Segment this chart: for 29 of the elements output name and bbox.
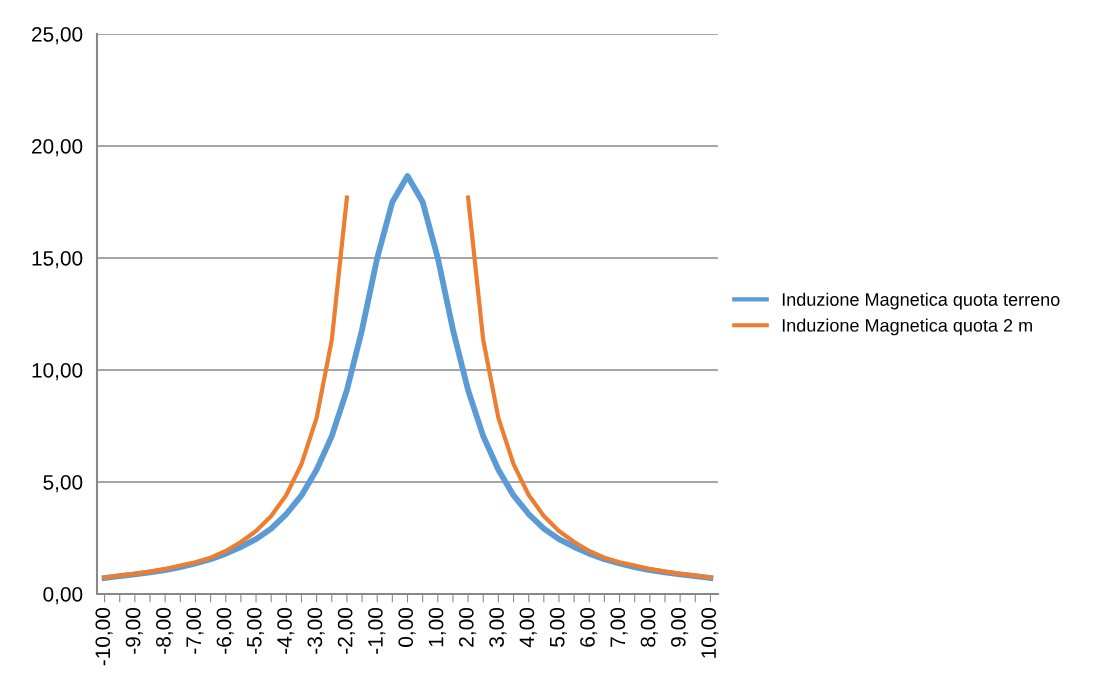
y-tick-label: 10,00 [32, 363, 83, 381]
legend-label: Induzione Magnetica quota 2 m [782, 318, 1032, 336]
legend-label: Induzione Magnetica quota terreno [782, 292, 1060, 310]
x-tick-label: -7,00 [186, 608, 204, 654]
y-tick-label: 20,00 [32, 139, 83, 157]
x-tick-label: 9,00 [670, 608, 689, 647]
x-tick-label: 0,00 [398, 608, 416, 647]
x-tick-label: 2,00 [458, 608, 477, 647]
x-tick-label: 10,00 [701, 608, 719, 658]
x-tick-label: -4,00 [277, 608, 295, 654]
x-tick-label: 4,00 [519, 608, 537, 648]
x-tick-label: -6,00 [216, 608, 234, 654]
x-tick-label: -10,00 [95, 608, 113, 666]
y-tick-label: 25,00 [32, 27, 83, 45]
x-tick-label: -2,00 [337, 608, 355, 654]
x-tick-label: -3,00 [307, 608, 325, 654]
y-tick-label: 0,00 [43, 587, 83, 605]
x-tick-label: 6,00 [580, 608, 598, 647]
y-tick-label: 5,00 [43, 475, 83, 493]
x-tick-label: 5,00 [549, 608, 568, 647]
x-tick-label: 1,00 [428, 608, 446, 647]
x-tick-label: 3,00 [489, 608, 507, 647]
x-tick-label: -1,00 [368, 608, 386, 654]
x-tick-label: -5,00 [246, 608, 265, 654]
x-tick-label: 8,00 [640, 608, 658, 647]
x-tick-label: -9,00 [125, 608, 143, 654]
x-tick-label: 7,00 [610, 608, 628, 647]
y-tick-label: 15,00 [32, 251, 83, 269]
x-tick-label: -8,00 [156, 608, 174, 654]
